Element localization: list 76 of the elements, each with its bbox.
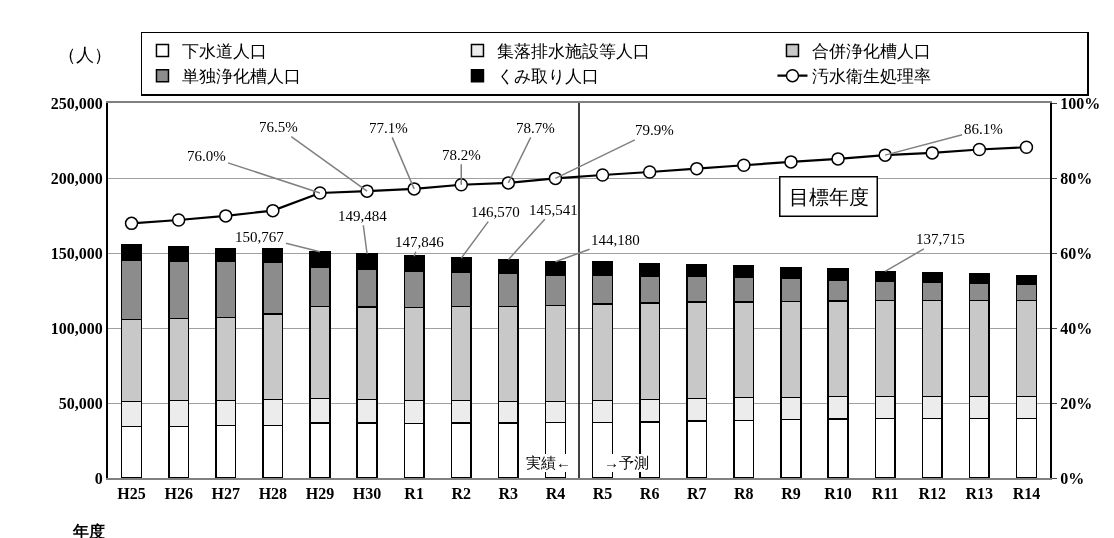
y-tick-label: 200,000 <box>50 169 103 187</box>
x-tick-label: H29 <box>305 485 335 503</box>
x-tick-label: R2 <box>451 485 472 503</box>
y-tick-label: 150,000 <box>50 244 103 262</box>
x-tick-label: R8 <box>734 485 754 503</box>
point <box>219 209 233 223</box>
data-label: 78.7% <box>516 120 555 136</box>
data-label: 86.1% <box>964 121 1003 137</box>
legend-label: 単独浄化槽人口 <box>182 67 302 87</box>
data-label: 79.9% <box>635 122 674 138</box>
x-tick-label: R3 <box>498 485 519 503</box>
legend-label: 下水道人口 <box>182 42 268 62</box>
annotation: 実績← <box>526 455 571 471</box>
annotation: →予測 <box>604 455 649 471</box>
point <box>595 168 610 182</box>
point <box>690 161 704 176</box>
x-tick-label: R1 <box>404 485 424 503</box>
point <box>313 186 327 200</box>
legend-label: 集落排水施設等人口 <box>497 42 651 62</box>
y2-tick-label: 20% <box>1060 394 1093 412</box>
total-label: 144,180 <box>591 232 640 248</box>
point <box>407 182 421 196</box>
y2-tick-label: 40% <box>1060 319 1093 337</box>
point <box>501 176 516 190</box>
x-tick-label: R7 <box>686 485 707 503</box>
x-tick-label: R5 <box>592 485 613 503</box>
point <box>124 216 139 231</box>
x-tick-label: R6 <box>639 485 660 503</box>
data-label: 76.0% <box>187 148 226 164</box>
point <box>784 155 798 169</box>
y-tick-label: 0 <box>94 469 103 487</box>
y2-tick-label: 60% <box>1060 244 1093 262</box>
point <box>878 148 892 162</box>
point <box>831 152 845 166</box>
x-tick-label: H25 <box>117 485 146 503</box>
point <box>360 184 374 198</box>
total-label: 137,715 <box>916 231 965 247</box>
point <box>454 178 468 192</box>
annotation: 目標年度 <box>788 185 869 208</box>
data-label: 76.5% <box>259 119 298 135</box>
y-axis-title: （人） <box>58 45 112 65</box>
x-tick-label: R13 <box>965 485 994 503</box>
legend-label: くみ取り人口 <box>497 67 600 87</box>
x-tick-label: R4 <box>545 485 566 503</box>
data-label: 77.1% <box>369 120 408 136</box>
point <box>925 146 939 160</box>
x-tick-label: R9 <box>781 485 801 503</box>
x-tick-label: R12 <box>918 485 947 503</box>
total-label: 146,570 <box>471 204 520 220</box>
x-tick-label: H26 <box>164 485 193 503</box>
x-tick-label: H27 <box>211 485 240 503</box>
y2-tick-label: 0% <box>1060 469 1085 487</box>
data-label: 78.2% <box>442 147 481 163</box>
point <box>548 171 563 186</box>
point <box>171 213 186 227</box>
point <box>972 142 987 157</box>
y2-tick-label: 80% <box>1060 169 1093 187</box>
legend-label: 汚水衛生処理率 <box>812 67 932 87</box>
point <box>266 203 280 218</box>
x-tick-label: R10 <box>824 485 852 503</box>
x-tick-label: H30 <box>352 485 382 503</box>
x-tick-label: H28 <box>258 485 288 503</box>
x-tick-label: R11 <box>871 485 899 503</box>
y-tick-label: 250,000 <box>50 94 103 112</box>
point <box>1019 140 1034 154</box>
point <box>642 165 657 179</box>
total-label: 145,541 <box>529 202 578 218</box>
legend-label: 合併浄化槽人口 <box>812 42 932 62</box>
total-label: 150,767 <box>235 229 285 245</box>
x-tick-label: R14 <box>1012 485 1041 503</box>
y2-tick-label: 100% <box>1060 94 1101 112</box>
y-tick-label: 50,000 <box>58 394 103 412</box>
total-label: 149,484 <box>338 208 388 224</box>
point <box>737 158 751 172</box>
y-tick-label: 100,000 <box>50 319 103 337</box>
total-label: 147,846 <box>395 234 445 250</box>
